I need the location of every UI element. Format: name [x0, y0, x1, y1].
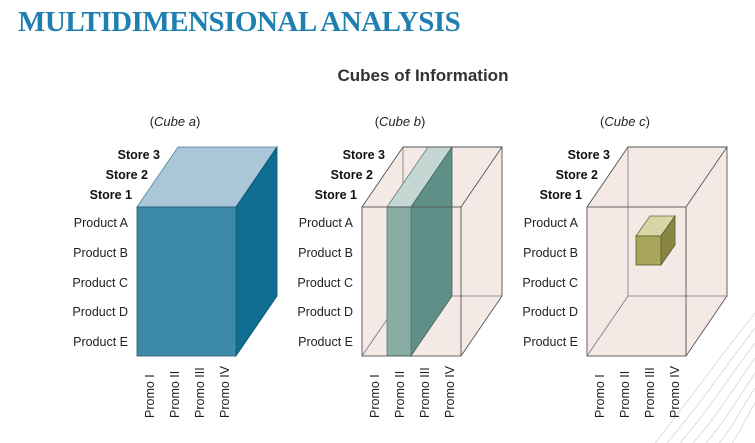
cube-c-cell-front: [635, 235, 662, 266]
promo-iii-label: Promo III: [418, 367, 432, 418]
product-c-label: Product C: [297, 276, 353, 290]
product-e-label: Product E: [298, 335, 353, 349]
product-a-label: Product A: [524, 216, 579, 230]
promo-i-label: Promo I: [143, 374, 157, 418]
product-d-label: Product D: [72, 305, 128, 319]
cube-a-caption: (Cube a): [150, 114, 201, 129]
promo-iv-label: Promo IV: [218, 365, 232, 418]
cube-b-front-edges: [361, 206, 462, 357]
cube-b-top-edges: [361, 146, 503, 208]
product-d-label: Product D: [522, 305, 578, 319]
promo-iv-label: Promo IV: [443, 365, 457, 418]
store-2-label: Store 2: [331, 168, 373, 182]
page-title: MULTIDIMENSIONAL ANALYSIS: [18, 6, 461, 38]
cube-a: (Cube a) Store 3 Store 2 Store 1 Product…: [72, 114, 278, 418]
promo-ii-label: Promo II: [168, 371, 182, 418]
cube-a-front-face: [136, 206, 237, 357]
store-3-label: Store 3: [568, 148, 610, 162]
product-d-label: Product D: [297, 305, 353, 319]
cube-c: (Cube c) Store 3 Store 2 Store 1 Product…: [522, 114, 728, 418]
promo-ii-label: Promo II: [618, 371, 632, 418]
cube-c-caption: (Cube c): [600, 114, 650, 129]
diagram-subtitle: Cubes of Information: [337, 66, 509, 85]
product-b-label: Product B: [73, 246, 128, 260]
product-c-label: Product C: [522, 276, 578, 290]
promo-ii-label: Promo II: [393, 371, 407, 418]
cube-b-side-edges: [460, 147, 503, 357]
background-decoration: [654, 312, 755, 443]
product-e-label: Product E: [523, 335, 578, 349]
promo-iii-label: Promo III: [643, 367, 657, 418]
cube-b-slice-front: [386, 206, 412, 357]
cube-c-top-edges: [586, 146, 728, 208]
cube-c-front-edges: [586, 206, 687, 357]
product-e-label: Product E: [73, 335, 128, 349]
product-a-label: Product A: [299, 216, 354, 230]
store-2-label: Store 2: [556, 168, 598, 182]
store-1-label: Store 1: [540, 188, 582, 202]
product-b-label: Product B: [298, 246, 353, 260]
store-2-label: Store 2: [106, 168, 148, 182]
cube-c-side-edges: [685, 147, 728, 357]
product-c-label: Product C: [72, 276, 128, 290]
store-3-label: Store 3: [118, 148, 160, 162]
promo-iv-label: Promo IV: [668, 365, 682, 418]
product-a-label: Product A: [74, 216, 129, 230]
store-1-label: Store 1: [315, 188, 357, 202]
cube-b: (Cube b) Store 3 Store 2 Store 1 Product…: [297, 114, 503, 418]
store-3-label: Store 3: [343, 148, 385, 162]
promo-i-label: Promo I: [593, 374, 607, 418]
cube-b-caption: (Cube b): [375, 114, 426, 129]
product-b-label: Product B: [523, 246, 578, 260]
store-1-label: Store 1: [90, 188, 132, 202]
promo-i-label: Promo I: [368, 374, 382, 418]
promo-iii-label: Promo III: [193, 367, 207, 418]
